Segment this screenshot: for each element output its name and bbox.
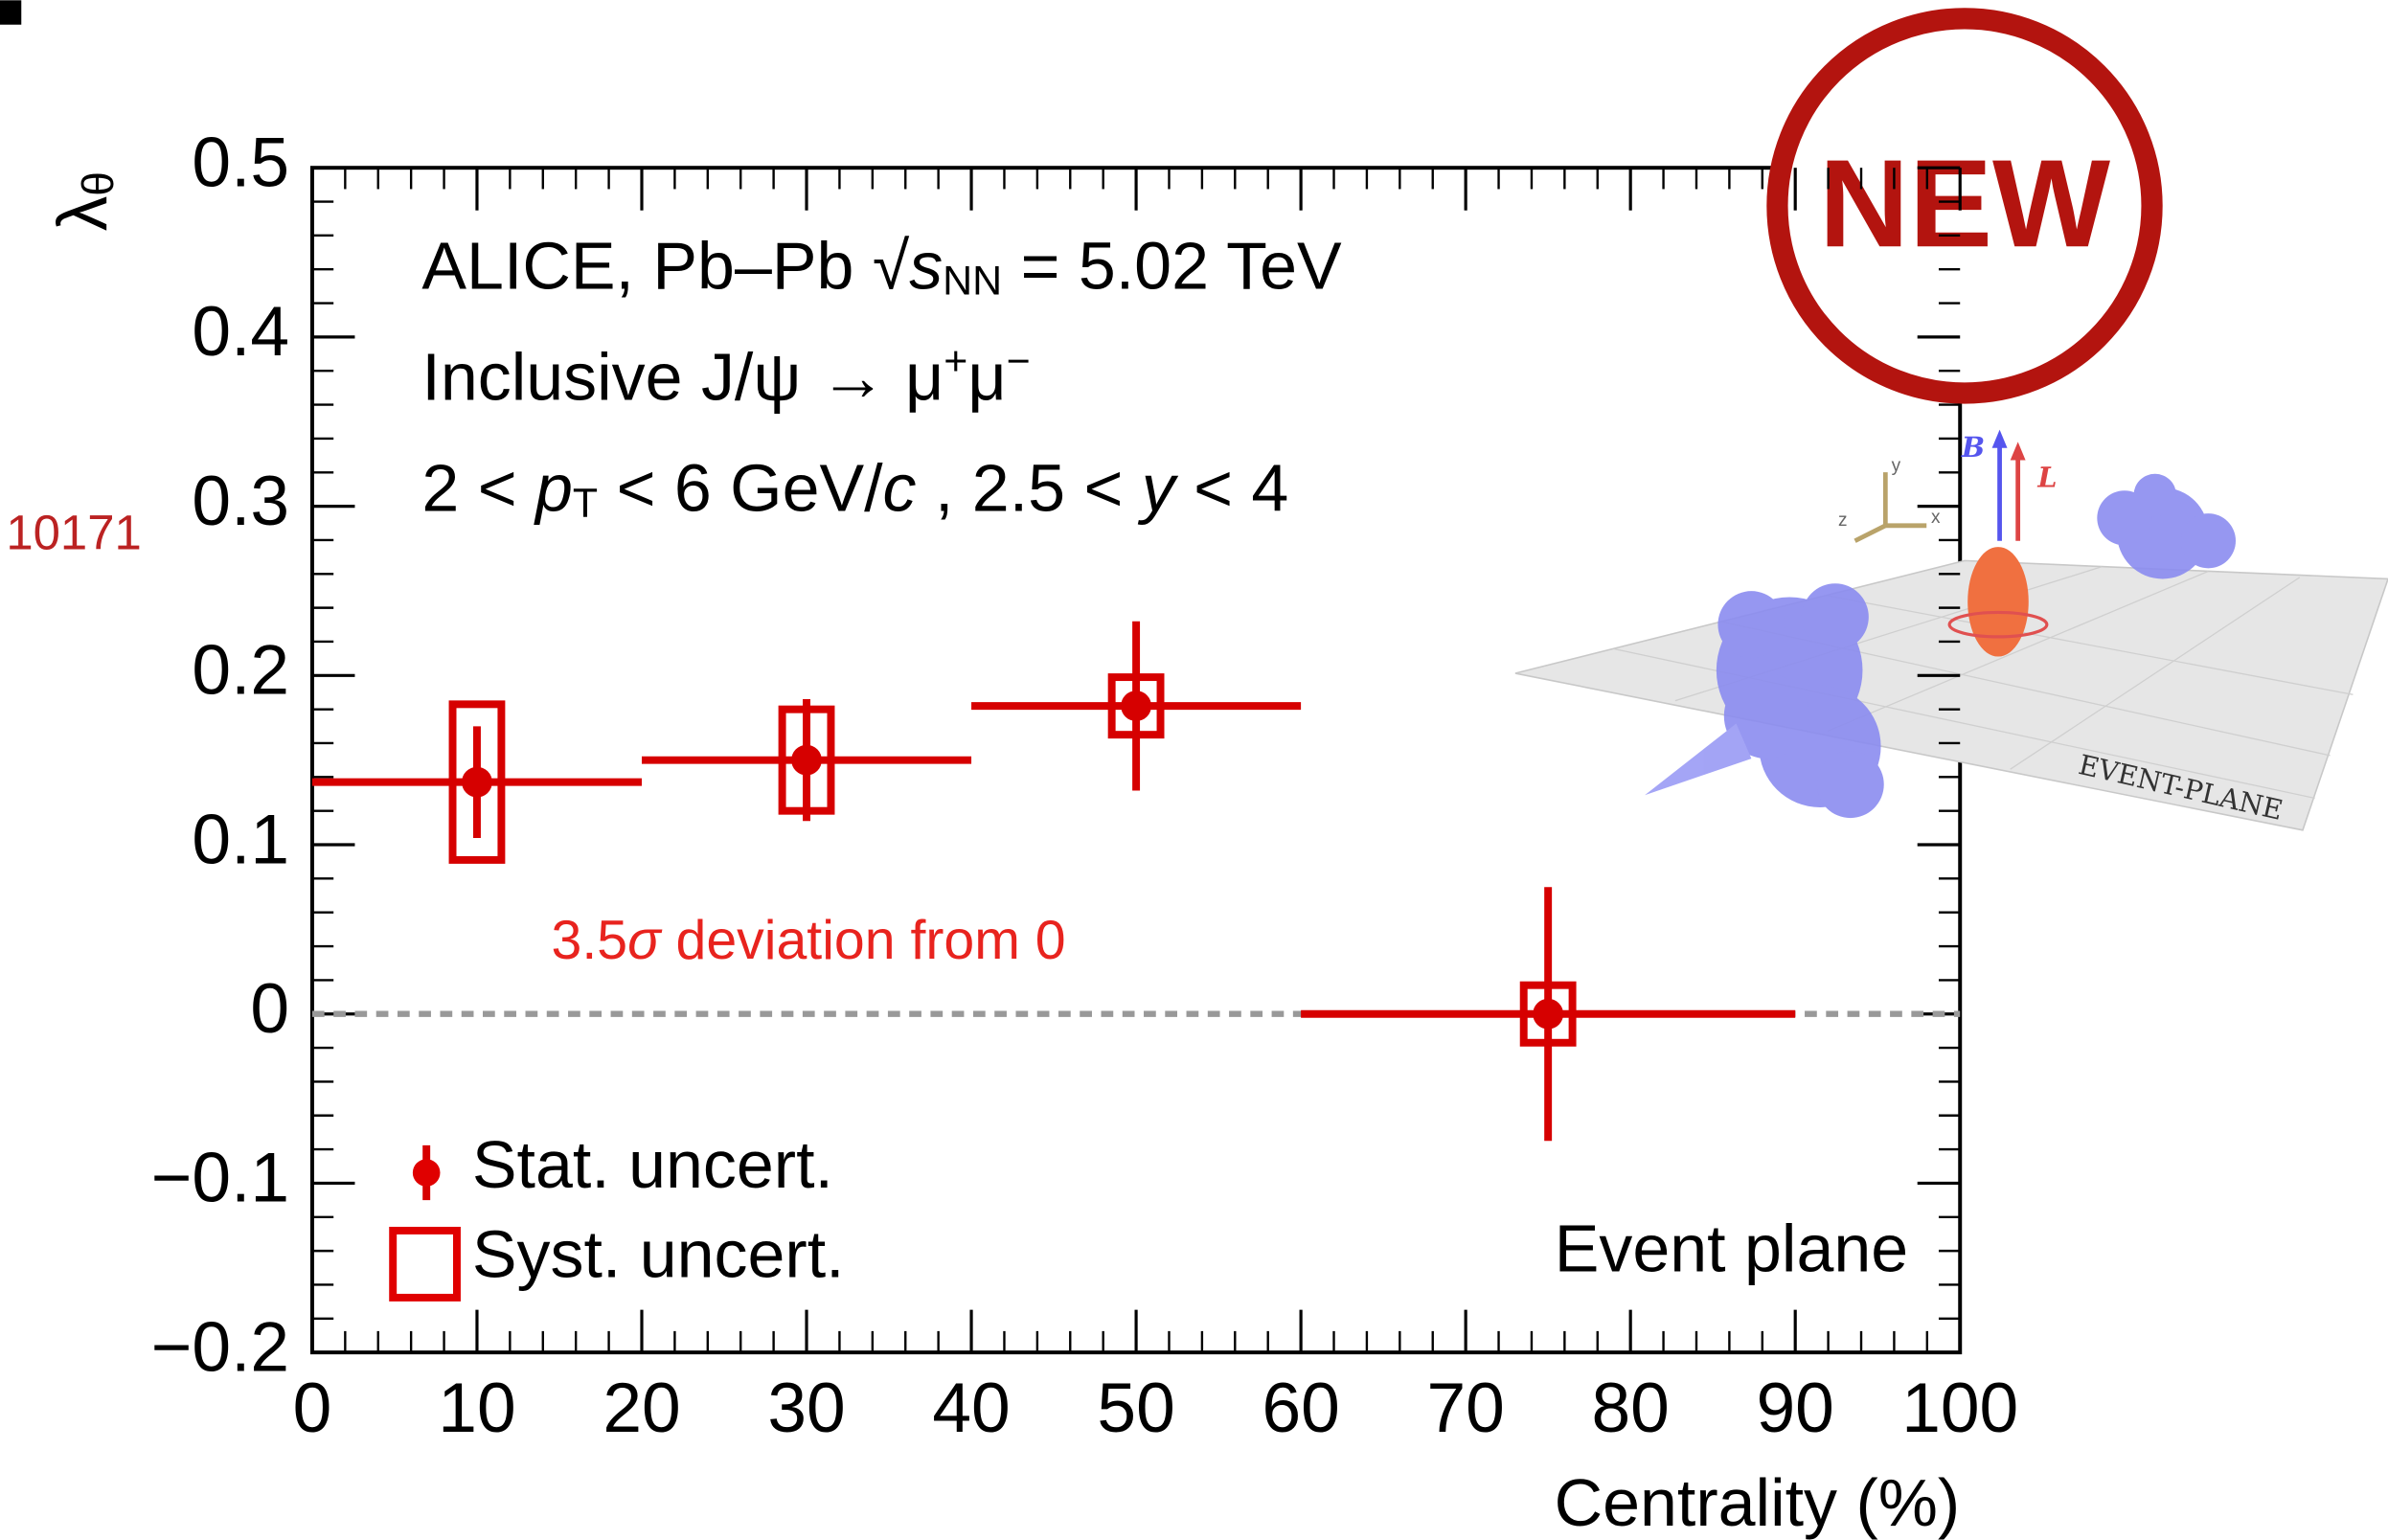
- corner-label: Event plane: [1555, 1211, 1908, 1285]
- syst-box: [1107, 673, 1165, 739]
- y-tick-label: 0.3: [192, 463, 289, 540]
- text-part: < 4: [1175, 451, 1289, 526]
- y-tick-label: 0.5: [192, 124, 289, 201]
- text-part: θ: [73, 171, 123, 196]
- axes-icon: [1854, 472, 1927, 543]
- illustration-label: z: [1838, 510, 1848, 531]
- y-tick-label: 0: [250, 970, 289, 1048]
- text-part: +: [944, 338, 967, 384]
- fireball: [1967, 547, 2029, 657]
- data-point: [1121, 691, 1151, 722]
- side-label: 10171: [6, 505, 141, 559]
- text-part: σ: [627, 910, 663, 971]
- nucleus-left: [1645, 583, 1884, 819]
- text-part: y: [1138, 451, 1179, 526]
- x-tick-label: 50: [1097, 1370, 1174, 1447]
- b-arrowhead: [1991, 429, 2008, 448]
- illustration-label: L: [2036, 462, 2057, 494]
- header-line: 2 < pT < 6 GeV/c , 2.5 < y < 4: [421, 451, 1288, 527]
- x-tick-label: 90: [1757, 1370, 1834, 1447]
- text-part: < 6 GeV/: [598, 451, 883, 526]
- text-part: T: [573, 481, 598, 527]
- x-tick-label: 100: [1901, 1370, 2018, 1447]
- text-part: ALICE, Pb–Pb: [421, 229, 872, 304]
- l-arrowhead: [2010, 442, 2026, 461]
- header-line: Inclusive J/ψ → μ+μ−: [421, 338, 1030, 414]
- syst-box: [448, 700, 506, 864]
- y-tick-label: 0.4: [192, 293, 289, 371]
- text-part: √: [873, 229, 910, 304]
- badge: NEW: [1819, 133, 2110, 273]
- text-part: μ: [967, 340, 1006, 415]
- y-tick-label: 0.1: [192, 801, 289, 878]
- text-part: 2 <: [421, 451, 535, 526]
- text-part: −: [1007, 338, 1031, 384]
- x-tick-label: 70: [1426, 1370, 1504, 1447]
- x-axis-label: Centrality (%): [1555, 1465, 1961, 1540]
- y-tick-label: 0.2: [192, 632, 289, 710]
- text-part: p: [534, 451, 573, 526]
- y-tick-label: −0.1: [151, 1140, 289, 1217]
- illustration-label: y: [1892, 456, 1901, 476]
- x-tick-label: 40: [932, 1370, 1010, 1447]
- text-part: deviation from 0: [661, 910, 1066, 971]
- legend-label: Stat. uncert.: [472, 1127, 833, 1202]
- data-point: [791, 744, 822, 776]
- legend-label: Syst. uncert.: [472, 1217, 845, 1292]
- text-part: , 2.5 <: [917, 451, 1142, 526]
- text-part: = 5.02 TeV: [1002, 229, 1342, 304]
- legend-syst-box: [389, 1226, 461, 1302]
- illustration-label: B: [1961, 431, 1985, 464]
- rotation: [1947, 610, 2049, 639]
- header-line: ALICE, Pb–Pb √sNN = 5.02 TeV: [421, 229, 1342, 305]
- x-tick-label: 30: [767, 1370, 845, 1447]
- text-part: λ: [45, 196, 123, 232]
- corner-mark: [0, 0, 22, 25]
- text-part: s: [909, 229, 943, 304]
- text-part: Inclusive J/ψ → μ: [421, 340, 944, 415]
- data-point: [1533, 998, 1564, 1030]
- illustration-label: x: [1931, 508, 1941, 528]
- syst-box: [778, 705, 835, 815]
- y-axis-label: λθ: [45, 171, 124, 231]
- data-point: [462, 766, 492, 798]
- syst-box: [1519, 981, 1577, 1047]
- text-part: c: [883, 451, 917, 526]
- x-tick-label: 60: [1262, 1370, 1339, 1447]
- text-part: 3.5: [552, 910, 628, 971]
- illustration: [1514, 429, 2388, 831]
- x-tick-label: 80: [1592, 1370, 1670, 1447]
- x-tick-label: 20: [603, 1370, 680, 1447]
- legend-stat-marker: [412, 1159, 441, 1187]
- y-tick-label: −0.2: [151, 1308, 289, 1386]
- text-part: NN: [943, 259, 1002, 305]
- nucleus-right: [2097, 473, 2237, 579]
- x-tick-label: 10: [438, 1370, 515, 1447]
- badge-circle: [1766, 8, 2163, 404]
- x-tick-label: 0: [293, 1370, 332, 1447]
- annotation: 3.5σ deviation from 0: [552, 910, 1066, 971]
